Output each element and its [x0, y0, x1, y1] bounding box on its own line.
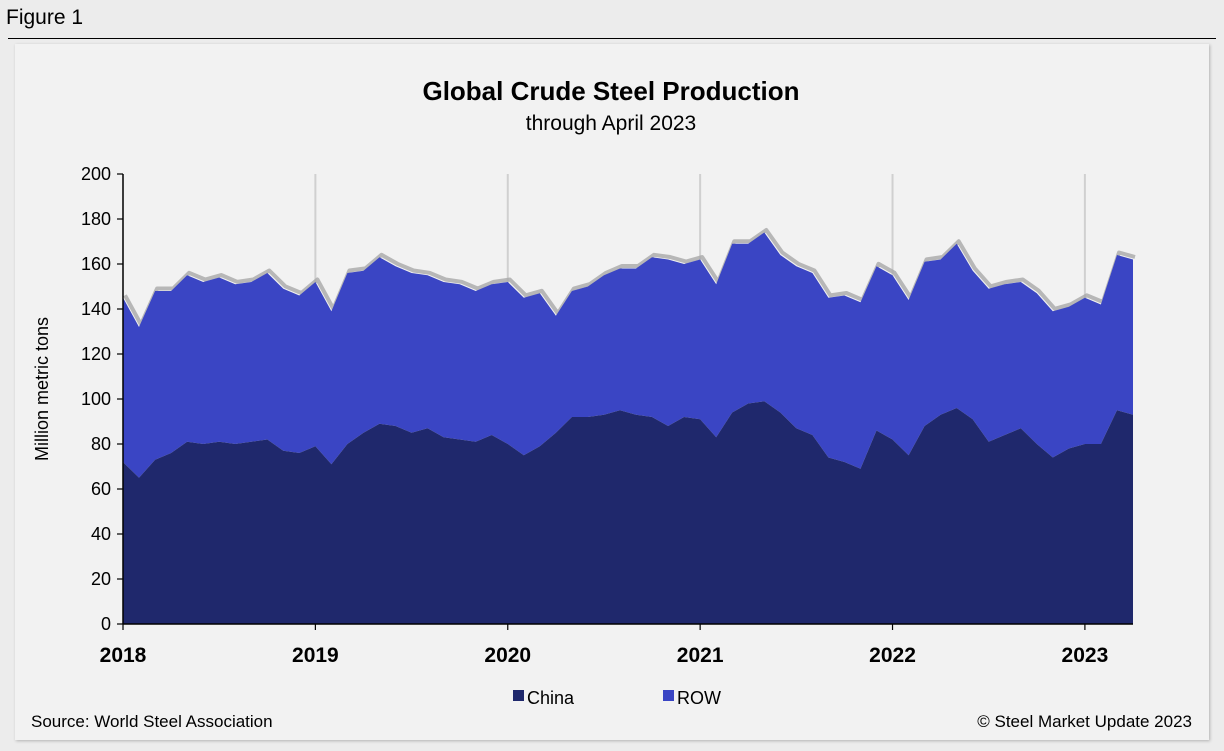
x-tick-label: 2020: [484, 644, 531, 667]
y-tick-label: 0: [101, 614, 111, 634]
steel-production-chart: Global Crude Steel Production through Ap…: [31, 76, 1192, 731]
chart-title: Global Crude Steel Production: [422, 76, 799, 106]
x-tick-label: 2021: [677, 644, 724, 667]
y-tick-label: 100: [81, 389, 111, 409]
y-tick-label: 180: [81, 209, 111, 229]
x-tick-label: 2023: [1062, 644, 1109, 667]
figure-label: Figure 1: [6, 6, 84, 29]
x-tick-label: 2019: [292, 644, 339, 667]
area-china: [123, 401, 1133, 624]
chart-panel: Global Crude Steel Production through Ap…: [15, 44, 1209, 740]
y-tick-label: 140: [81, 299, 111, 319]
legend-swatch-china: [513, 690, 524, 701]
row-area-shadow: [123, 228, 1136, 327]
x-tick-label: 2018: [100, 644, 147, 667]
legend: China ROW: [513, 688, 721, 708]
legend-swatch-row: [663, 690, 674, 701]
y-axis-label: Million metric tons: [32, 317, 52, 461]
y-tick-label: 120: [81, 344, 111, 364]
x-tick-label: 2022: [869, 644, 916, 667]
y-tick-label: 80: [91, 434, 111, 454]
y-tick-label: 200: [81, 164, 111, 184]
legend-label-row: ROW: [677, 688, 721, 708]
source-note: Source: World Steel Association: [31, 712, 273, 731]
legend-label-china: China: [527, 688, 575, 708]
y-tick-label: 40: [91, 524, 111, 544]
figure-rule: [8, 38, 1216, 39]
area-row: [123, 232, 1133, 478]
copyright-note: © Steel Market Update 2023: [977, 712, 1192, 731]
y-tick-label: 20: [91, 569, 111, 589]
y-tick-label: 60: [91, 479, 111, 499]
y-tick-label: 160: [81, 254, 111, 274]
area-series: [123, 228, 1136, 624]
axes: 0 20 40 60 80 100 120 140 160 180 200 2018 2019 2020 2…: [81, 164, 1133, 667]
chart-subtitle: through April 2023: [526, 112, 696, 135]
